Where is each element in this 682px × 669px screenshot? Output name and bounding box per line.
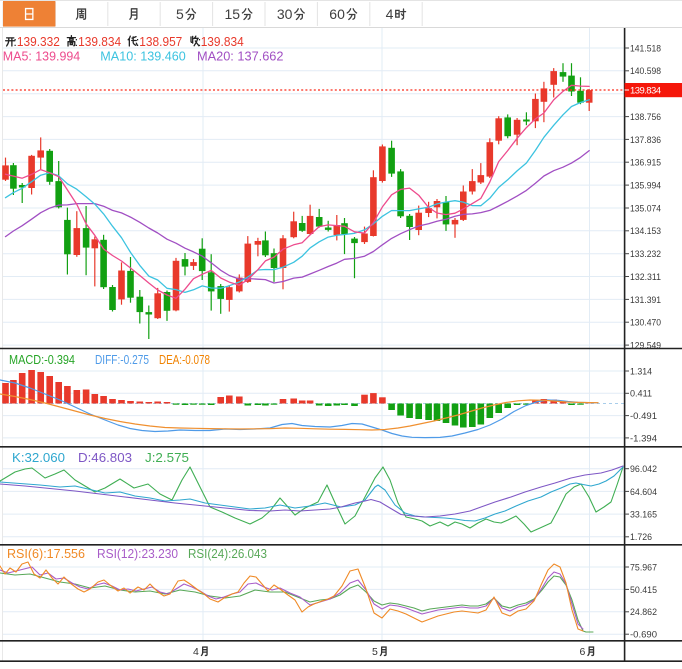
svg-text:96.042: 96.042 bbox=[630, 464, 657, 475]
svg-text:64.604: 64.604 bbox=[630, 487, 657, 498]
svg-text:130.470: 130.470 bbox=[630, 318, 661, 329]
svg-text:-0.491: -0.491 bbox=[630, 411, 657, 422]
svg-text:50.415: 50.415 bbox=[630, 585, 657, 596]
svg-text:139.332: 139.332 bbox=[17, 35, 60, 49]
svg-text:MA10: 139.460: MA10: 139.460 bbox=[100, 49, 186, 64]
svg-text:J:2.575: J:2.575 bbox=[145, 451, 189, 465]
svg-text::: : bbox=[13, 35, 16, 49]
svg-text:RSI(6):17.556: RSI(6):17.556 bbox=[7, 547, 85, 561]
svg-text:138.957: 138.957 bbox=[139, 35, 182, 49]
svg-text:DEA:-0.078: DEA:-0.078 bbox=[159, 353, 210, 367]
svg-text:1.314: 1.314 bbox=[630, 366, 652, 377]
svg-text:RSI(24):26.043: RSI(24):26.043 bbox=[188, 547, 267, 561]
svg-text:134.153: 134.153 bbox=[630, 226, 661, 237]
svg-text:75.967: 75.967 bbox=[630, 562, 657, 573]
svg-text::: : bbox=[75, 35, 78, 49]
svg-text:139.834: 139.834 bbox=[78, 35, 121, 49]
svg-text:1.726: 1.726 bbox=[630, 532, 652, 543]
svg-text:132.311: 132.311 bbox=[630, 272, 661, 283]
svg-text:60: 60 bbox=[329, 6, 345, 22]
svg-text:141.518: 141.518 bbox=[630, 43, 661, 54]
svg-text:-1.394: -1.394 bbox=[630, 433, 657, 444]
svg-text:4: 4 bbox=[193, 646, 199, 658]
svg-text:30: 30 bbox=[277, 6, 293, 22]
svg-text:MA5: 139.994: MA5: 139.994 bbox=[3, 49, 80, 64]
svg-text::: : bbox=[136, 35, 139, 49]
svg-text:138.756: 138.756 bbox=[630, 112, 661, 123]
svg-text:4: 4 bbox=[386, 6, 394, 22]
svg-text:K:32.060: K:32.060 bbox=[12, 451, 65, 465]
svg-text:140.598: 140.598 bbox=[630, 66, 661, 77]
svg-text:5: 5 bbox=[176, 6, 184, 22]
svg-text:RSI(12):23.230: RSI(12):23.230 bbox=[97, 547, 178, 561]
svg-text:5: 5 bbox=[372, 646, 378, 658]
svg-text:D:46.803: D:46.803 bbox=[78, 451, 132, 465]
svg-text:135.074: 135.074 bbox=[630, 203, 661, 214]
svg-text:129.549: 129.549 bbox=[630, 340, 661, 351]
svg-text:6: 6 bbox=[580, 646, 586, 658]
svg-text:-0.690: -0.690 bbox=[630, 630, 657, 641]
svg-text:136.915: 136.915 bbox=[630, 158, 661, 169]
svg-text:135.994: 135.994 bbox=[630, 181, 661, 192]
svg-text:15: 15 bbox=[225, 6, 241, 22]
svg-text:137.836: 137.836 bbox=[630, 135, 661, 146]
svg-text:MA20: 137.662: MA20: 137.662 bbox=[197, 49, 284, 64]
svg-text:131.391: 131.391 bbox=[630, 295, 661, 306]
svg-text:139.834: 139.834 bbox=[201, 35, 244, 49]
svg-text:MACD:-0.394: MACD:-0.394 bbox=[9, 353, 75, 367]
svg-text:0.411: 0.411 bbox=[630, 389, 652, 400]
svg-text:139.834: 139.834 bbox=[630, 86, 661, 97]
svg-text:133.232: 133.232 bbox=[630, 249, 661, 260]
svg-text::: : bbox=[198, 35, 201, 49]
svg-text:DIFF:-0.275: DIFF:-0.275 bbox=[95, 353, 149, 367]
svg-text:33.165: 33.165 bbox=[630, 510, 657, 521]
svg-text:24.862: 24.862 bbox=[630, 607, 657, 618]
